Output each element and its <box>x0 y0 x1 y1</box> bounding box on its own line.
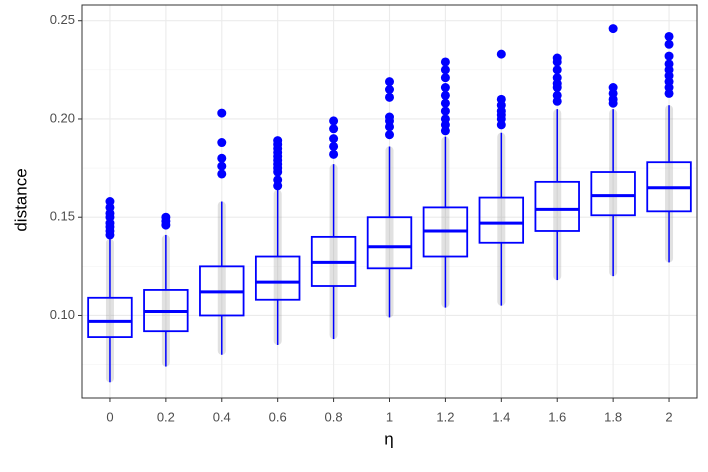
outlier <box>440 106 450 116</box>
box <box>590 171 636 217</box>
outlier <box>329 149 339 159</box>
outlier <box>440 126 450 136</box>
point-cloud <box>441 136 450 308</box>
point-cloud <box>553 109 562 281</box>
outlier <box>273 167 283 177</box>
outlier <box>385 84 394 94</box>
x-tick-label: 0.2 <box>157 409 175 424</box>
box <box>366 216 413 270</box>
outlier <box>329 116 339 126</box>
x-tick-label: 1 <box>386 409 393 424</box>
x-tick-label: 1.8 <box>604 409 622 424</box>
outlier <box>329 124 339 134</box>
outlier <box>385 92 394 102</box>
x-tick-label: 0.4 <box>213 409 231 424</box>
outlier <box>664 31 674 41</box>
outlier <box>385 130 394 140</box>
outlier <box>552 96 562 106</box>
point-cloud <box>105 238 114 383</box>
outlier <box>440 90 450 100</box>
point-cloud <box>329 164 338 340</box>
point-cloud <box>497 132 506 306</box>
outlier <box>385 122 394 132</box>
outlier <box>329 141 339 151</box>
point-cloud <box>217 201 226 355</box>
point-cloud <box>385 146 394 318</box>
point-cloud <box>665 105 674 263</box>
outlier <box>217 138 227 148</box>
outlier <box>440 98 450 108</box>
outlier <box>664 51 674 61</box>
point-cloud <box>609 109 618 277</box>
outlier <box>496 120 506 130</box>
outlier <box>105 230 115 240</box>
outlier <box>664 88 674 98</box>
box <box>478 196 525 244</box>
box <box>254 255 301 301</box>
outlier <box>217 153 227 163</box>
outlier <box>273 181 283 191</box>
x-tick-label: 0.6 <box>269 409 287 424</box>
x-tick-label: 2 <box>665 409 672 424</box>
x-tick-label: 1.6 <box>548 409 566 424</box>
outlier <box>608 98 618 108</box>
outlier <box>217 161 227 171</box>
outlier <box>496 49 506 59</box>
point-cloud <box>273 189 282 345</box>
outlier <box>552 57 562 67</box>
outlier <box>552 65 562 75</box>
outlier <box>217 169 227 179</box>
x-tick-label: 1.4 <box>492 409 510 424</box>
y-tick-label: 0.25 <box>50 12 75 27</box>
y-tick-label: 0.10 <box>50 307 75 322</box>
y-tick-label: 0.20 <box>50 110 75 125</box>
x-tick-label: 0 <box>106 409 113 424</box>
outlier <box>385 77 394 87</box>
box <box>87 296 133 338</box>
x-tick-label: 0.8 <box>325 409 343 424</box>
x-tick-label: 1.2 <box>436 409 454 424</box>
outlier <box>552 83 562 93</box>
outlier <box>440 57 450 67</box>
point-cloud <box>161 234 170 367</box>
x-axis-title: η <box>384 429 393 448</box>
outlier <box>440 65 450 75</box>
panel-border <box>81 4 698 399</box>
outlier <box>440 73 450 83</box>
outlier <box>329 134 339 144</box>
box <box>534 180 580 232</box>
y-axis-title: distance <box>11 168 30 231</box>
outlier <box>440 83 450 93</box>
outlier <box>217 108 227 118</box>
outlier <box>664 39 674 49</box>
outlier <box>608 24 618 34</box>
outlier <box>161 220 171 230</box>
y-tick-label: 0.15 <box>50 209 75 224</box>
